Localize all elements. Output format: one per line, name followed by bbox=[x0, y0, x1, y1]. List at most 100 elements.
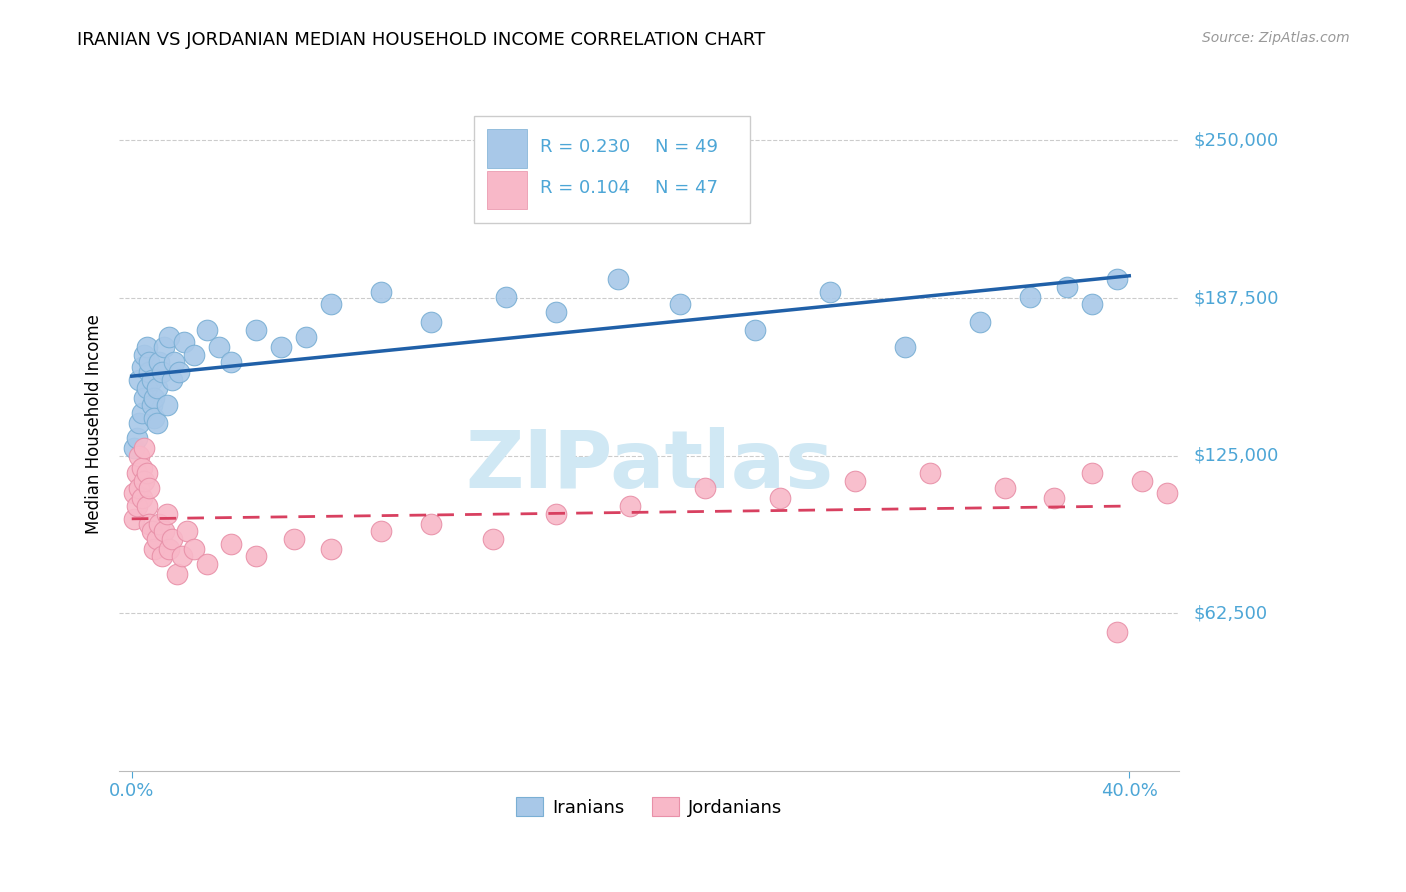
Point bbox=[1056, 279, 1078, 293]
Point bbox=[141, 398, 163, 412]
Text: N = 47: N = 47 bbox=[655, 179, 717, 197]
Point bbox=[128, 481, 150, 495]
Point bbox=[1130, 474, 1153, 488]
Point bbox=[141, 524, 163, 539]
Point bbox=[321, 297, 343, 311]
Point bbox=[321, 541, 343, 556]
Text: $125,000: $125,000 bbox=[1194, 447, 1278, 465]
Point bbox=[134, 391, 156, 405]
Point bbox=[195, 557, 218, 571]
Point bbox=[148, 355, 170, 369]
Point bbox=[141, 373, 163, 387]
Point bbox=[156, 398, 179, 412]
Point bbox=[270, 340, 292, 354]
Text: R = 0.104: R = 0.104 bbox=[540, 179, 630, 197]
Point bbox=[170, 549, 193, 564]
Point bbox=[138, 481, 160, 495]
Text: $187,500: $187,500 bbox=[1194, 289, 1278, 307]
Point bbox=[221, 355, 243, 369]
Point bbox=[221, 537, 243, 551]
Point bbox=[125, 499, 148, 513]
Point bbox=[167, 365, 190, 379]
Text: $62,500: $62,500 bbox=[1194, 604, 1267, 622]
Text: IRANIAN VS JORDANIAN MEDIAN HOUSEHOLD INCOME CORRELATION CHART: IRANIAN VS JORDANIAN MEDIAN HOUSEHOLD IN… bbox=[77, 31, 766, 49]
Point bbox=[160, 532, 183, 546]
Point bbox=[607, 272, 630, 286]
Point bbox=[135, 340, 157, 354]
Point bbox=[153, 340, 176, 354]
Point bbox=[128, 373, 150, 387]
FancyBboxPatch shape bbox=[474, 116, 749, 223]
Point bbox=[370, 285, 392, 299]
Point bbox=[138, 365, 160, 379]
Point bbox=[138, 516, 160, 531]
Point bbox=[1105, 272, 1128, 286]
Point bbox=[245, 549, 267, 564]
Point bbox=[135, 499, 157, 513]
Point bbox=[135, 467, 157, 481]
Point bbox=[176, 524, 198, 539]
Point bbox=[145, 416, 167, 430]
Point bbox=[122, 511, 145, 525]
Text: $250,000: $250,000 bbox=[1194, 131, 1278, 150]
Point bbox=[166, 567, 188, 582]
Point bbox=[495, 290, 517, 304]
Point bbox=[993, 481, 1015, 495]
Point bbox=[370, 524, 392, 539]
Point bbox=[131, 461, 153, 475]
Point bbox=[544, 507, 567, 521]
Text: N = 49: N = 49 bbox=[655, 137, 717, 156]
Point bbox=[245, 322, 267, 336]
Point bbox=[1081, 467, 1104, 481]
Point bbox=[134, 474, 156, 488]
Point bbox=[818, 285, 841, 299]
Point bbox=[173, 335, 195, 350]
Point bbox=[153, 524, 176, 539]
Legend: Iranians, Jordanians: Iranians, Jordanians bbox=[509, 790, 789, 824]
FancyBboxPatch shape bbox=[486, 171, 527, 209]
Point bbox=[134, 441, 156, 455]
Point bbox=[420, 516, 443, 531]
Y-axis label: Median Household Income: Median Household Income bbox=[86, 314, 103, 534]
Point bbox=[295, 330, 318, 344]
Point bbox=[195, 322, 218, 336]
Point bbox=[143, 410, 166, 425]
Text: ZIPatlas: ZIPatlas bbox=[465, 426, 834, 505]
Point bbox=[131, 406, 153, 420]
Point bbox=[122, 441, 145, 455]
Point bbox=[769, 491, 792, 506]
Point bbox=[143, 541, 166, 556]
Point bbox=[844, 474, 866, 488]
Point bbox=[669, 297, 692, 311]
Point bbox=[283, 532, 305, 546]
Point bbox=[1105, 625, 1128, 640]
Point bbox=[157, 330, 180, 344]
Point bbox=[183, 348, 205, 362]
Point bbox=[894, 340, 917, 354]
Point bbox=[128, 416, 150, 430]
Point bbox=[157, 541, 180, 556]
Point bbox=[1081, 297, 1104, 311]
Point bbox=[135, 380, 157, 394]
Point bbox=[145, 380, 167, 394]
Point bbox=[1018, 290, 1040, 304]
Text: Source: ZipAtlas.com: Source: ZipAtlas.com bbox=[1202, 31, 1350, 45]
Point bbox=[208, 340, 231, 354]
Point bbox=[1043, 491, 1066, 506]
Point bbox=[122, 486, 145, 500]
Point bbox=[128, 449, 150, 463]
Point bbox=[156, 507, 179, 521]
Point bbox=[619, 499, 641, 513]
Point bbox=[160, 373, 183, 387]
Point bbox=[125, 467, 148, 481]
FancyBboxPatch shape bbox=[486, 129, 527, 168]
Point bbox=[1156, 486, 1178, 500]
Point bbox=[131, 491, 153, 506]
Point bbox=[969, 315, 991, 329]
Point bbox=[183, 541, 205, 556]
Point bbox=[544, 305, 567, 319]
Point bbox=[150, 549, 173, 564]
Point bbox=[150, 365, 173, 379]
Point bbox=[131, 360, 153, 375]
Point bbox=[744, 322, 766, 336]
